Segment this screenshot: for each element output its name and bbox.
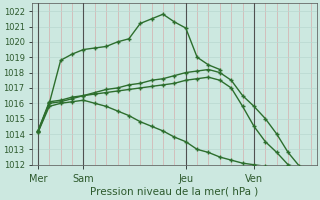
X-axis label: Pression niveau de la mer( hPa ): Pression niveau de la mer( hPa )	[90, 187, 259, 197]
